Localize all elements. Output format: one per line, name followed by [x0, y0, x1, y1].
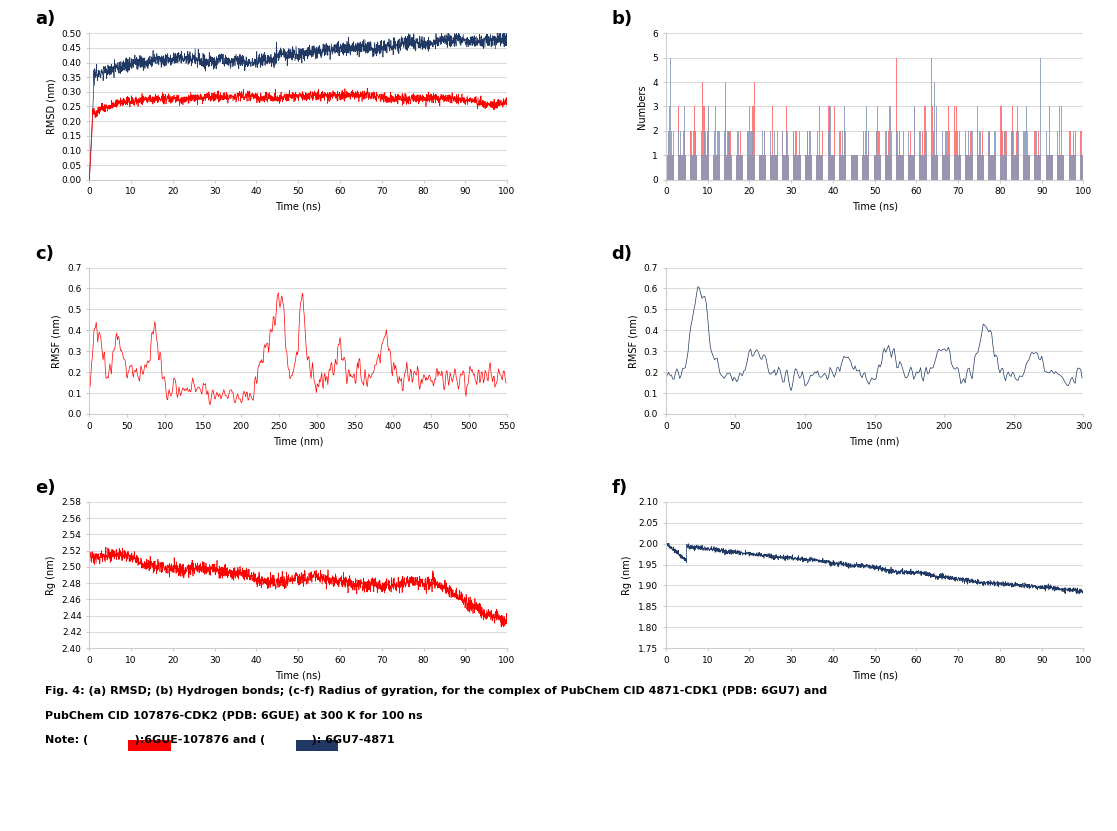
Text: d): d) — [611, 244, 632, 263]
Text: PubChem CID 107876-CDK2 (PDB: 6GUE) at 300 K for 100 ns: PubChem CID 107876-CDK2 (PDB: 6GUE) at 3… — [45, 711, 422, 720]
Y-axis label: RMSF (nm): RMSF (nm) — [628, 314, 638, 367]
X-axis label: Time (ns): Time (ns) — [275, 671, 322, 681]
X-axis label: Time (ns): Time (ns) — [851, 671, 898, 681]
Text: e): e) — [35, 479, 56, 497]
Y-axis label: Rg (nm): Rg (nm) — [46, 555, 56, 595]
X-axis label: Time (ns): Time (ns) — [851, 202, 898, 212]
Y-axis label: RMSD (nm): RMSD (nm) — [46, 79, 56, 135]
Y-axis label: RMSF (nm): RMSF (nm) — [51, 314, 61, 367]
Text: b): b) — [611, 11, 632, 28]
Y-axis label: Numbers: Numbers — [637, 84, 647, 129]
Text: Fig. 4: (a) RMSD; (b) Hydrogen bonds; (c-f) Radius of gyration, for the complex : Fig. 4: (a) RMSD; (b) Hydrogen bonds; (c… — [45, 686, 827, 696]
Text: a): a) — [35, 11, 56, 28]
X-axis label: Time (nm): Time (nm) — [273, 436, 324, 446]
X-axis label: Time (ns): Time (ns) — [275, 202, 322, 212]
X-axis label: Time (nm): Time (nm) — [849, 436, 900, 446]
Text: c): c) — [35, 244, 54, 263]
Text: Note: (            ):6GUE-107876 and (            ): 6GU7-4871: Note: ( ):6GUE-107876 and ( ): 6GU7-4871 — [45, 735, 394, 745]
Y-axis label: Rg (nm): Rg (nm) — [622, 555, 632, 595]
Text: f): f) — [611, 479, 628, 497]
